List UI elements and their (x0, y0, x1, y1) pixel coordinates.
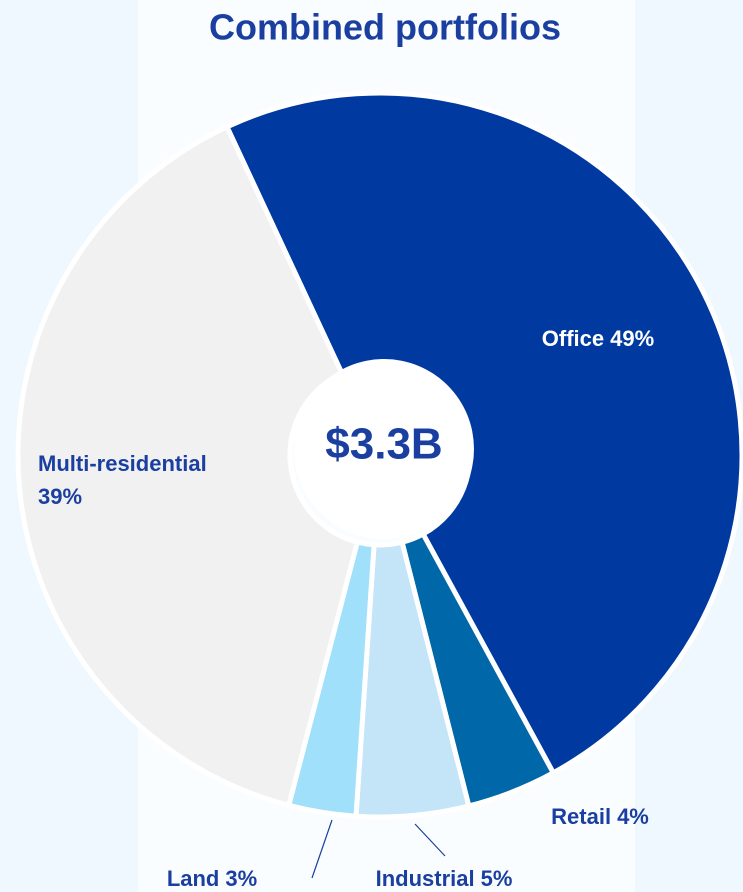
donut-hole (294, 359, 474, 539)
category-label: Multi-residential (38, 451, 207, 476)
value-label: 39% (38, 484, 82, 509)
slice-label: Industrial 5% (376, 866, 513, 891)
leader-line (311, 819, 333, 879)
value-label: 5% (481, 866, 513, 891)
chart-title: Combined portfolios (209, 7, 561, 48)
value-label: 3% (225, 866, 257, 891)
category-label: Office (542, 326, 604, 351)
slice-label: Office 49% (542, 326, 654, 351)
category-label: Land (167, 866, 220, 891)
slice-label: Multi-residential 39% (38, 451, 207, 509)
leader-line (414, 823, 446, 857)
category-label: Industrial (376, 866, 475, 891)
value-label: 49% (610, 326, 654, 351)
category-label: Retail (551, 804, 611, 829)
slice-label: Land 3% (167, 866, 257, 891)
slice-label: Retail 4% (551, 804, 649, 829)
value-label: 4% (617, 804, 649, 829)
center-label: $3.3B (325, 420, 442, 469)
slice (15, 123, 361, 809)
